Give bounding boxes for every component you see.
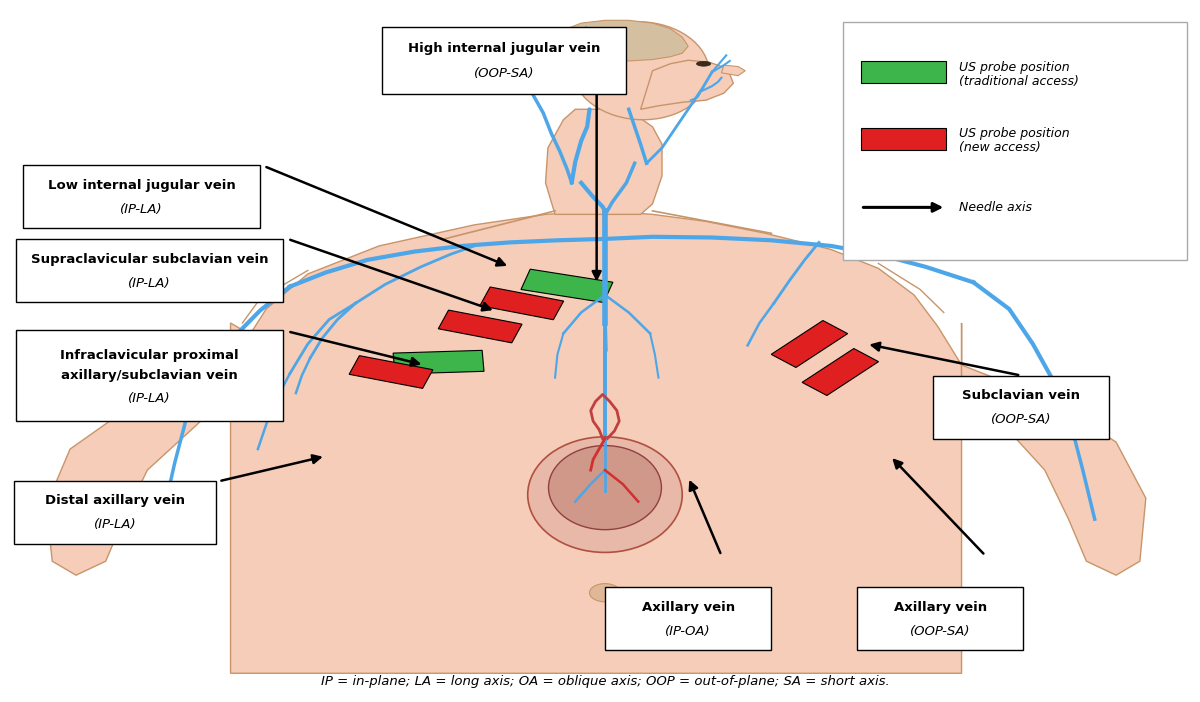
- Bar: [521, 269, 613, 303]
- Text: (new access): (new access): [959, 141, 1040, 154]
- Text: Needle axis: Needle axis: [959, 201, 1032, 214]
- FancyBboxPatch shape: [382, 27, 625, 93]
- Text: Distal axillary vein: Distal axillary vein: [46, 494, 185, 508]
- Text: Infraclavicular proximal: Infraclavicular proximal: [60, 349, 239, 362]
- Bar: [438, 310, 522, 343]
- Ellipse shape: [548, 446, 661, 529]
- Text: (IP-LA): (IP-LA): [128, 277, 172, 289]
- Polygon shape: [230, 211, 961, 673]
- Text: (traditional access): (traditional access): [959, 75, 1079, 88]
- Text: (IP-LA): (IP-LA): [94, 518, 137, 531]
- Text: Supraclavicular subclavian vein: Supraclavicular subclavian vein: [31, 253, 269, 265]
- Text: Axillary vein: Axillary vein: [894, 601, 986, 614]
- Text: (OOP-SA): (OOP-SA): [910, 625, 971, 637]
- Text: Subclavian vein: Subclavian vein: [962, 389, 1080, 402]
- Bar: [802, 348, 878, 395]
- Text: (OOP-SA): (OOP-SA): [991, 413, 1051, 426]
- Polygon shape: [641, 60, 733, 110]
- Polygon shape: [556, 20, 688, 61]
- FancyBboxPatch shape: [23, 166, 260, 228]
- Text: (OOP-SA): (OOP-SA): [474, 67, 534, 80]
- Text: US probe position: US probe position: [959, 61, 1070, 74]
- FancyBboxPatch shape: [16, 239, 283, 302]
- Text: (IP-OA): (IP-OA): [665, 625, 710, 637]
- Polygon shape: [47, 323, 266, 575]
- Bar: [860, 128, 946, 150]
- Text: IP = in-plane; LA = long axis; OA = oblique axis; OOP = out-of-plane; SA = short: IP = in-plane; LA = long axis; OA = obli…: [320, 675, 889, 688]
- Text: (IP-LA): (IP-LA): [120, 203, 163, 216]
- Polygon shape: [546, 110, 662, 214]
- FancyBboxPatch shape: [14, 481, 216, 543]
- Ellipse shape: [528, 437, 683, 552]
- Text: High internal jugular vein: High internal jugular vein: [408, 41, 600, 55]
- Ellipse shape: [572, 22, 709, 120]
- Bar: [394, 350, 484, 374]
- Bar: [860, 61, 946, 84]
- Text: axillary/subclavian vein: axillary/subclavian vein: [61, 369, 238, 382]
- Circle shape: [589, 583, 620, 602]
- FancyBboxPatch shape: [605, 587, 772, 650]
- Text: Axillary vein: Axillary vein: [642, 601, 734, 614]
- FancyBboxPatch shape: [842, 22, 1188, 260]
- Text: (IP-LA): (IP-LA): [128, 392, 172, 405]
- Bar: [349, 356, 433, 388]
- Bar: [772, 321, 847, 367]
- Bar: [480, 287, 564, 319]
- FancyBboxPatch shape: [857, 587, 1024, 650]
- Text: US probe position: US probe position: [959, 127, 1070, 140]
- Text: Low internal jugular vein: Low internal jugular vein: [48, 179, 235, 192]
- Ellipse shape: [560, 63, 582, 83]
- FancyBboxPatch shape: [16, 330, 283, 421]
- FancyBboxPatch shape: [934, 376, 1109, 439]
- Polygon shape: [961, 323, 1146, 575]
- Ellipse shape: [696, 61, 710, 66]
- Polygon shape: [721, 65, 745, 76]
